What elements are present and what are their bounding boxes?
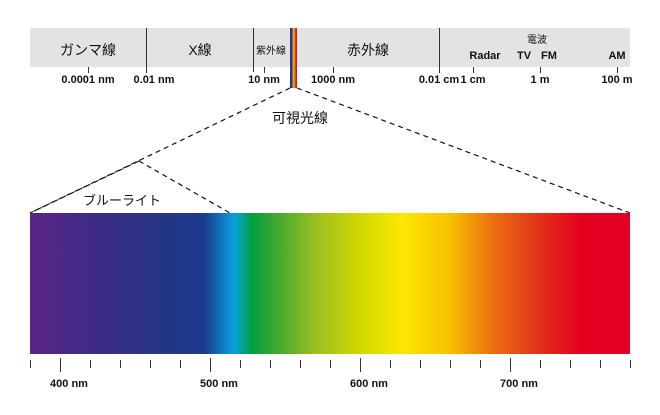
visible-light-label: 可視光線 (272, 110, 328, 126)
scale-tick (473, 67, 474, 73)
scale-tick (88, 67, 89, 73)
wavelength-label: 600 nm (350, 378, 388, 390)
scale-label: 0.0001 nm (61, 74, 115, 86)
visible-spectrum (30, 213, 630, 354)
divider (146, 28, 147, 72)
wavelength-tick (480, 360, 481, 368)
wavelength-tick (360, 358, 361, 372)
wavelength-label: 500 nm (200, 378, 238, 390)
divider (253, 28, 254, 72)
band-uv: 紫外線 (256, 46, 286, 57)
wavelength-tick (210, 358, 211, 372)
wavelength-tick (60, 358, 61, 372)
radio-radar: Radar (469, 50, 501, 62)
wavelength-tick (240, 360, 241, 368)
wavelength-tick (180, 360, 181, 368)
scale-label: 1 cm (460, 74, 486, 86)
scale-tick (146, 67, 147, 73)
band-xray: X線 (188, 42, 212, 58)
scale-label: 0.01 cm (418, 74, 460, 86)
band-ir: 赤外線 (347, 42, 389, 58)
wavelength-label: 700 nm (500, 378, 538, 390)
blue-light-label: ブルーライト (82, 193, 162, 208)
scale-label: 1 m (530, 74, 550, 86)
scale-tick (617, 67, 618, 73)
wavelength-tick (90, 360, 91, 368)
scale-tick (439, 67, 440, 73)
wavelength-tick (30, 360, 31, 368)
em-spectrum-bar (30, 28, 630, 67)
wavelength-tick (540, 360, 541, 368)
wavelength-tick (600, 360, 601, 368)
scale-label: 10 nm (248, 74, 280, 86)
scale-tick (540, 67, 541, 73)
scale-label: 0.01 nm (133, 74, 175, 86)
wavelength-tick (330, 360, 331, 368)
wavelength-tick (570, 360, 571, 368)
wavelength-label: 400 nm (50, 378, 88, 390)
radio-am: AM (608, 50, 626, 62)
wavelength-tick (450, 360, 451, 368)
wavelength-tick (420, 360, 421, 368)
wavelength-tick (630, 360, 631, 368)
band-radio: 電波 (527, 35, 547, 46)
scale-label: 100 m (601, 74, 633, 86)
scale-label: 1000 nm (310, 74, 356, 86)
divider (439, 28, 440, 72)
wavelength-tick (120, 360, 121, 368)
wavelength-tick (150, 360, 151, 368)
wavelength-tick (270, 360, 271, 368)
wavelength-tick (390, 360, 391, 368)
band-gamma: ガンマ線 (60, 42, 116, 58)
scale-tick (333, 67, 334, 73)
wavelength-tick (510, 358, 511, 372)
scale-tick (264, 67, 265, 73)
wavelength-tick (300, 360, 301, 368)
radio-fm: FM (541, 50, 557, 62)
radio-tv: TV (516, 50, 532, 62)
visible-band (290, 28, 297, 88)
